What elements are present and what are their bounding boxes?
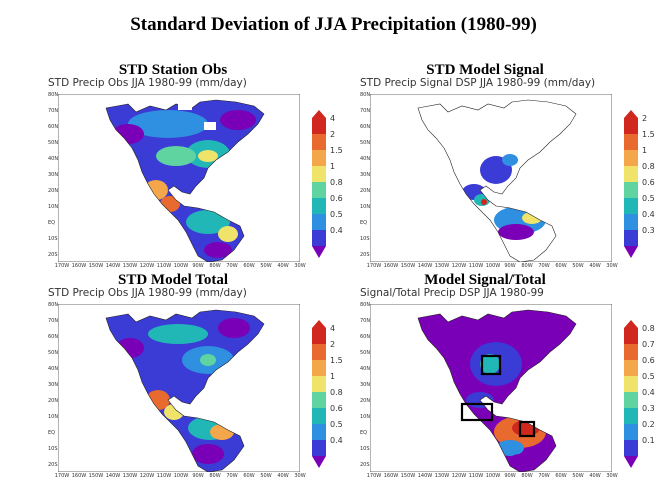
precip-map xyxy=(58,304,300,472)
panel-title: STD Model Total xyxy=(117,272,229,288)
panel-header: Signal/Total Precip DSP JJA 1980-99 xyxy=(360,287,544,299)
panel-station-obs: STD Station Obs STD Precip Obs JJA 1980-… xyxy=(48,62,348,269)
panel-header: STD Precip Signal DSP JJA 1980-99 (mm/da… xyxy=(360,77,596,89)
longitude-axis: 170W 160W 150W 140W 130W 120W 110W 100W … xyxy=(54,263,306,269)
panel-title: STD Model Signal xyxy=(426,62,544,78)
colorbar: 0.8 0.7 0.6 0.5 0.4 0.3 0.2 0.1 xyxy=(624,320,664,470)
colorbar: 4 2 1.5 1 0.8 0.6 0.5 0.4 xyxy=(312,320,352,470)
panel-title: STD Station Obs xyxy=(118,62,228,78)
precip-map xyxy=(370,304,612,472)
region-box xyxy=(460,402,494,422)
longitude-axis: 170W 160W 150W 140W 130W 120W 110W 100W … xyxy=(54,473,306,479)
panel-header: STD Precip Obs JJA 1980-99 (mm/day) xyxy=(48,77,247,89)
panel-model-total: STD Model Total STD Precip Obs JJA 1980-… xyxy=(48,272,348,479)
longitude-axis: 170W 160W 150W 140W 130W 120W 110W 100W … xyxy=(366,263,618,269)
precip-map xyxy=(370,94,612,262)
panel-header: STD Precip Obs JJA 1980-99 (mm/day) xyxy=(48,287,247,299)
figure-title: Standard Deviation of JJA Precipitation … xyxy=(130,14,537,35)
colorbar: 2 1.5 1 0.8 0.6 0.5 0.4 0.3 xyxy=(624,110,664,260)
region-box xyxy=(518,420,536,438)
panel-model-signal: STD Model Signal STD Precip Signal DSP J… xyxy=(360,62,660,269)
precip-map xyxy=(58,94,300,262)
region-box xyxy=(480,354,502,376)
colorbar: 4 2 1.5 1 0.8 0.6 0.5 0.4 xyxy=(312,110,352,260)
panel-signal-total: Model Signal/Total Signal/Total Precip D… xyxy=(360,272,660,479)
longitude-axis: 170W 160W 150W 140W 130W 120W 110W 100W … xyxy=(366,473,618,479)
panel-title: Model Signal/Total xyxy=(424,272,546,288)
